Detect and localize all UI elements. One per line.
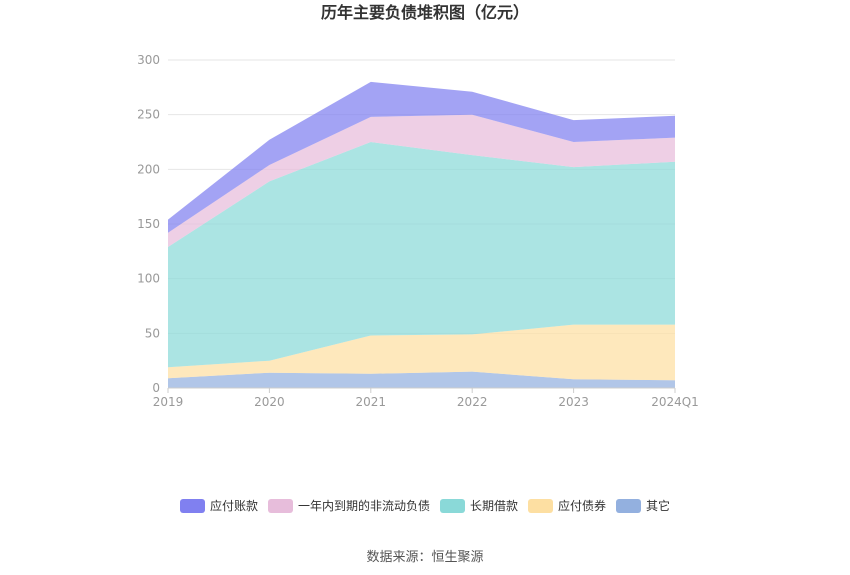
area-series-2[interactable] [168, 142, 675, 368]
legend-swatch [179, 498, 205, 513]
area-series-3[interactable] [168, 114, 675, 247]
x-tick-label: 2020 [254, 395, 285, 409]
area-series [168, 81, 675, 388]
chart-title: 历年主要负债堆积图（亿元） [320, 3, 529, 22]
y-tick-label: 0 [152, 381, 160, 395]
data-source-note: 数据来源：恒生聚源 [366, 550, 484, 565]
legend-swatch [528, 498, 553, 513]
legend-swatch [439, 498, 465, 513]
legend-swatch [616, 498, 642, 513]
y-tick-label: 150 [137, 217, 160, 231]
legend-swatch [267, 498, 293, 513]
x-tick-label: 2024Q1 [651, 395, 699, 409]
legend: 应付账款 一年内到期的非流动负债 长期借款 应付债券 其它 [0, 497, 850, 514]
x-tick-label: 2022 [457, 395, 488, 409]
legend-label: 应付债券 [558, 499, 607, 513]
y-tick-label: 250 [137, 108, 160, 122]
area-series-1[interactable] [168, 324, 675, 381]
legend-label: 其它 [646, 499, 671, 513]
legend-item[interactable]: 应付账款 [179, 497, 258, 514]
y-tick-label: 100 [137, 272, 160, 286]
legend-label: 长期借款 [469, 499, 518, 513]
area-series-0[interactable] [168, 371, 675, 388]
y-tick-label: 300 [137, 53, 160, 67]
y-tick-label: 50 [145, 326, 160, 340]
legend-label: 应付账款 [209, 499, 258, 513]
legend-item[interactable]: 其它 [616, 497, 670, 514]
legend-item[interactable]: 长期借款 [439, 497, 518, 514]
x-tick-label: 2019 [153, 395, 184, 409]
y-tick-label: 200 [137, 162, 160, 176]
axes: 0 50 100 150 200 250 300 2019 2020 2021 2022 2023 20… [137, 53, 699, 409]
legend-item[interactable]: 一年内到期的非流动负债 [267, 497, 430, 514]
legend-label: 一年内到期的非流动负债 [297, 499, 430, 513]
area-series-4[interactable] [168, 81, 675, 233]
legend-item[interactable]: 应付债券 [528, 497, 606, 514]
x-tick-label: 2023 [558, 395, 589, 409]
x-tick-label: 2021 [356, 395, 387, 409]
